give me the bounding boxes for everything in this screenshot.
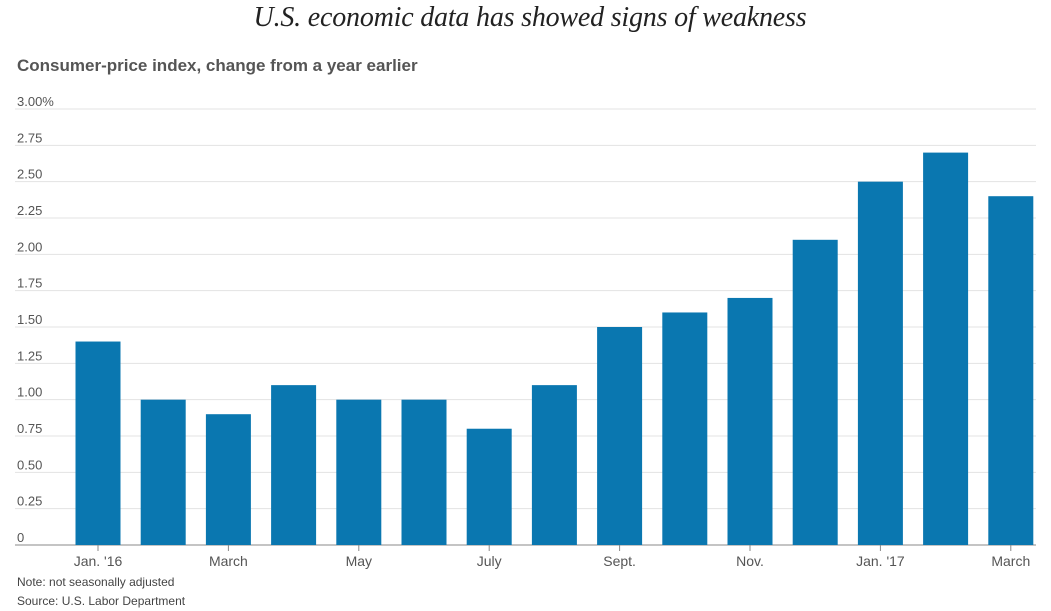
- x-tick-label: March: [209, 553, 248, 569]
- bar: [727, 297, 773, 545]
- bar: [336, 399, 382, 545]
- y-tick-label: 1.25: [17, 348, 42, 363]
- bar: [597, 327, 643, 545]
- bar: [792, 239, 838, 546]
- x-tick-label: Jan. '17: [856, 553, 905, 569]
- bar: [988, 196, 1034, 545]
- y-tick-label: 0.75: [17, 421, 42, 436]
- y-tick-label: 0: [17, 530, 24, 545]
- y-tick-label: 0.50: [17, 457, 42, 472]
- bar: [205, 414, 251, 545]
- chart-note: Note: not seasonally adjusted: [17, 575, 175, 589]
- x-axis-labels: Jan. '16 March May July Sept. Nov. Jan. '17 Mar…: [74, 545, 1030, 569]
- bar: [857, 181, 903, 545]
- x-tick-label: Jan. '16: [74, 553, 123, 569]
- bars: [75, 152, 1034, 546]
- bar: [75, 341, 121, 545]
- y-tick-label: 3.00%: [17, 94, 54, 109]
- y-tick-label: 2.00: [17, 239, 42, 254]
- bar: [662, 312, 708, 545]
- bar: [923, 152, 969, 545]
- y-tick-label: 2.25: [17, 203, 42, 218]
- x-tick-label: Sept.: [603, 553, 636, 569]
- y-tick-label: 0.25: [17, 494, 42, 509]
- bar: [531, 385, 577, 545]
- y-tick-label: 1.75: [17, 276, 42, 291]
- bar: [140, 399, 186, 545]
- y-tick-label: 2.75: [17, 130, 42, 145]
- x-tick-label: May: [346, 553, 372, 569]
- x-tick-label: July: [477, 553, 502, 569]
- bar: [466, 428, 512, 545]
- chart-source: Source: U.S. Labor Department: [17, 594, 186, 608]
- y-tick-label: 1.00: [17, 385, 42, 400]
- y-tick-label: 1.50: [17, 312, 42, 327]
- bar: [271, 385, 317, 545]
- y-axis-labels: 0 0.25 0.50 0.75 1.00 1.25 1.50 1.75 2.00 2.25 2.5…: [17, 94, 54, 545]
- x-tick-label: Nov.: [736, 553, 764, 569]
- x-tick-label: March: [991, 553, 1030, 569]
- y-tick-label: 2.50: [17, 167, 42, 182]
- bar: [401, 399, 447, 545]
- chart-title: U.S. economic data has showed signs of w…: [253, 2, 807, 33]
- chart-subtitle: Consumer-price index, change from a year…: [17, 56, 418, 75]
